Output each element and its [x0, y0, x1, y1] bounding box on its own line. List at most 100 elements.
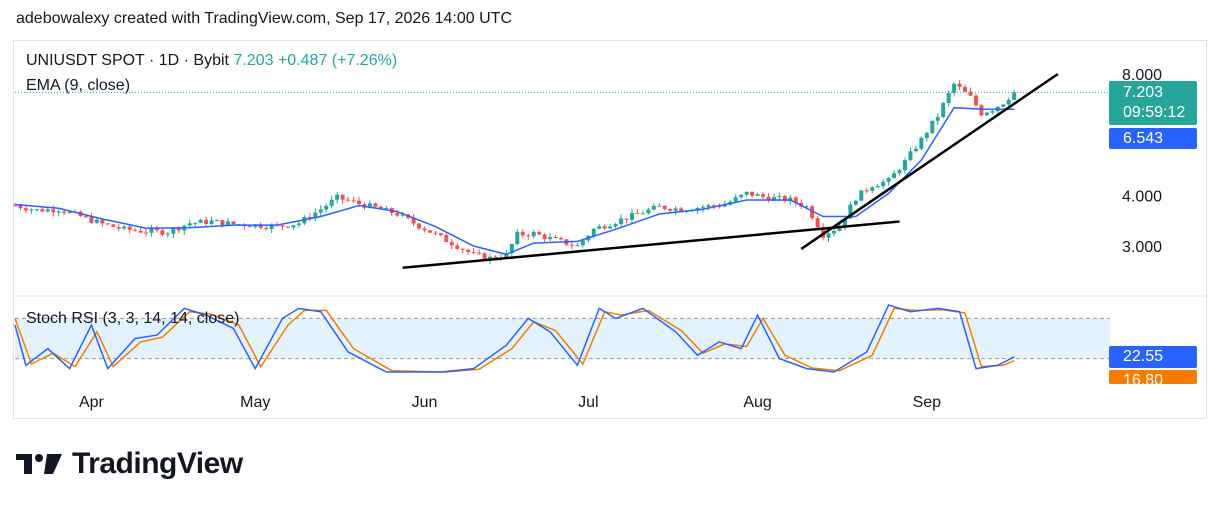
tradingview-brand[interactable]: TradingView: [16, 447, 243, 481]
last-price-value: 7.203: [1123, 84, 1164, 101]
candle-down: [542, 234, 547, 240]
y-tick-label: 4.000: [1122, 189, 1162, 206]
candle-down: [455, 245, 460, 249]
candle-up: [225, 221, 230, 226]
candle-up: [733, 197, 738, 202]
candle-up: [504, 253, 509, 259]
candle-down: [89, 216, 94, 223]
candle-down: [116, 226, 121, 229]
x-tick-label: Jun: [412, 394, 438, 411]
candle-down: [160, 230, 165, 235]
candle-up: [946, 92, 951, 104]
candle-down: [526, 235, 531, 237]
candle-down: [761, 194, 766, 197]
ema-value: 6.543: [1123, 130, 1164, 147]
candle-down: [51, 209, 56, 213]
candle-up: [613, 224, 618, 227]
candle-up: [187, 223, 192, 226]
candle-down: [973, 95, 978, 106]
candle-up: [930, 120, 935, 133]
candle-down: [133, 229, 138, 231]
candle-down: [127, 226, 132, 230]
candle-up: [94, 219, 99, 223]
candle-down: [766, 196, 771, 201]
stoch-rsi-legend[interactable]: Stoch RSI (3, 3, 14, 14, close): [26, 310, 240, 327]
candle-up: [531, 232, 536, 237]
candle-up: [777, 196, 782, 198]
bar-countdown: 09:59:12: [1123, 104, 1186, 121]
candle-up: [848, 204, 853, 219]
candle-down: [968, 91, 973, 96]
candle-down: [100, 219, 105, 224]
candle-down: [662, 205, 667, 210]
candle-up: [509, 244, 514, 254]
candle-down: [679, 208, 684, 212]
candle-up: [657, 205, 662, 207]
x-tick-label: Apr: [79, 394, 105, 411]
candle-up: [913, 148, 918, 152]
candle-up: [488, 256, 493, 260]
candle-down: [668, 209, 673, 211]
candle-down: [466, 249, 471, 252]
candle-up: [881, 181, 886, 187]
candle-down: [537, 232, 542, 235]
candle-down: [280, 225, 285, 227]
candle-up: [640, 213, 645, 215]
candle-up: [629, 212, 634, 220]
tradingview-logo-icon: [16, 454, 62, 474]
candle-up: [1012, 92, 1017, 100]
candle-up: [771, 197, 776, 201]
x-tick-label: Jul: [578, 394, 598, 411]
candle-down: [220, 220, 225, 226]
candle-down: [23, 208, 28, 211]
candle-up: [193, 222, 198, 224]
candle-down: [258, 224, 263, 228]
candle-up: [215, 220, 220, 222]
candle-up: [34, 209, 39, 211]
candle-down: [711, 205, 716, 207]
trendline: [402, 220, 900, 269]
candle-up: [56, 211, 61, 213]
symbol-legend[interactable]: UNIUSDT SPOT · 1D · Bybit 7.203 +0.487 (…: [26, 52, 397, 70]
candle-down: [444, 235, 449, 242]
candle-down: [264, 227, 269, 229]
candle-up: [924, 132, 929, 138]
candle-up: [29, 209, 34, 211]
candle-down: [815, 218, 820, 228]
candle-up: [859, 190, 864, 201]
candle-up: [739, 194, 744, 198]
ema-legend[interactable]: EMA (9, close): [26, 77, 131, 94]
candle-up: [804, 206, 809, 208]
candle-up: [853, 200, 858, 205]
last-price-legend: 7.203: [233, 52, 274, 69]
candle-up: [651, 205, 656, 210]
candle-up: [902, 160, 907, 171]
candle-up: [941, 103, 946, 118]
candle-down: [18, 205, 23, 209]
candle-up: [700, 207, 705, 209]
candle-up: [722, 204, 727, 207]
candle-down: [417, 223, 422, 229]
candle-down: [154, 228, 159, 231]
price-change-legend: +0.487 (+7.26%): [277, 52, 398, 69]
x-tick-label: Aug: [743, 394, 771, 411]
candle-up: [335, 194, 340, 200]
x-tick-label: Sep: [913, 394, 942, 411]
candle-down: [957, 83, 962, 87]
candle-down: [810, 206, 815, 219]
y-tick-label: 8.000: [1122, 67, 1162, 84]
candle-down: [373, 203, 378, 207]
candle-up: [318, 209, 323, 213]
candle-down: [422, 228, 427, 231]
candle-up: [384, 208, 389, 210]
candle-down: [460, 248, 465, 250]
candle-down: [793, 197, 798, 203]
candle-down: [438, 233, 443, 236]
candle-up: [919, 137, 924, 149]
candle-up: [291, 225, 296, 228]
candle-down: [635, 212, 640, 214]
candle-down: [979, 105, 984, 116]
candle-up: [952, 83, 957, 93]
candle-down: [782, 196, 787, 202]
